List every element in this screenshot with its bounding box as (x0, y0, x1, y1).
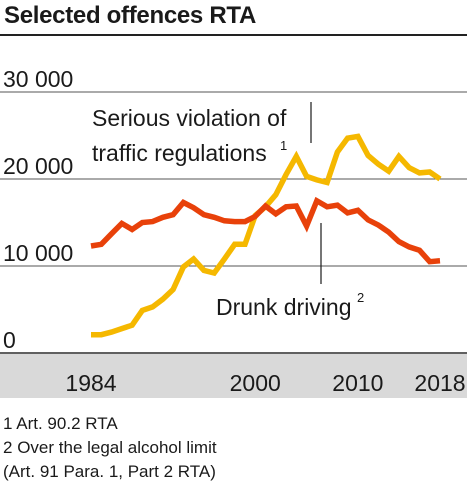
footnotes: 1 Art. 90.2 RTA 2 Over the legal alcohol… (3, 412, 217, 484)
y-tick-label: 0 (3, 327, 16, 353)
series-label-serious-violation-line2: traffic regulations (92, 140, 267, 166)
footnote-2-continuation: (Art. 91 Para. 1, Part 2 RTA) (3, 462, 216, 481)
footnote-2-text: Over the legal alcohol limit (17, 438, 217, 457)
y-tick-label: 20 000 (3, 153, 73, 179)
footnote-1: 1 Art. 90.2 RTA (3, 412, 217, 436)
series-line-drunk-driving (90, 196, 441, 265)
series-label-serious-violation-line1: Serious violation of (92, 105, 287, 131)
series-label-drunk-driving-sup: 2 (357, 290, 364, 305)
x-tick-label: 2000 (230, 370, 281, 396)
line-chart: 30 000 20 000 10 000 0 1984 2000 2010 2018 Serio… (0, 66, 467, 398)
footnote-1-number: 1 (3, 414, 13, 433)
y-tick-label: 30 000 (3, 66, 73, 92)
footnote-2: 2 Over the legal alcohol limit (3, 436, 217, 460)
chart-title: Selected offences RTA (4, 2, 256, 29)
x-tick-label: 2018 (414, 370, 465, 396)
title-divider (0, 34, 467, 36)
y-tick-label: 10 000 (3, 240, 73, 266)
footnote-1-text: Art. 90.2 RTA (16, 414, 118, 433)
x-tick-label: 2010 (332, 370, 383, 396)
series-label-drunk-driving: Drunk driving (216, 294, 352, 320)
footnote-2-number: 2 (3, 438, 13, 457)
series-label-serious-violation-sup: 1 (280, 138, 287, 153)
x-tick-label: 1984 (65, 370, 116, 396)
x-axis-band (0, 354, 467, 398)
